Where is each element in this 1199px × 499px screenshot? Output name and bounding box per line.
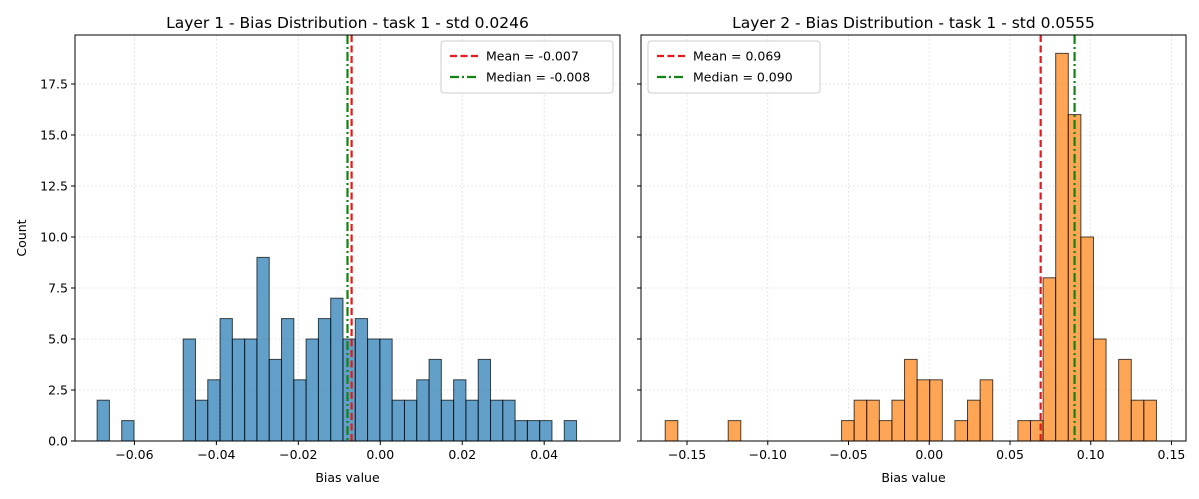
y-axis-ticks: 0.0 2.5 5.0 7.5 10.0 12.5 15.0 17.5 xyxy=(40,76,75,449)
histogram-bar xyxy=(342,338,356,442)
histogram-bar xyxy=(1118,358,1132,442)
histogram-bar xyxy=(1092,338,1107,442)
y-tick-label: 2.5 xyxy=(48,382,68,397)
chart-title: Layer 1 - Bias Distribution - task 1 - s… xyxy=(166,14,529,32)
legend-mean-label: Mean = -0.007 xyxy=(486,49,579,64)
y-axis-ticks xyxy=(637,83,641,442)
histogram-bar xyxy=(354,318,369,442)
histogram-bar xyxy=(967,399,981,442)
histogram-bar xyxy=(194,399,209,442)
histogram-bar xyxy=(207,379,221,442)
histogram-bar xyxy=(367,338,381,442)
x-tick-label: 0.04 xyxy=(530,447,558,462)
histogram-bar xyxy=(563,420,578,442)
x-tick-label: −0.10 xyxy=(749,447,787,462)
histogram-bar xyxy=(465,399,479,442)
histogram-bar xyxy=(727,420,742,442)
x-axis-label: Bias value xyxy=(315,470,380,485)
histogram-bar xyxy=(391,399,405,442)
histogram-bar xyxy=(526,420,541,442)
histogram-bar xyxy=(664,420,679,442)
histogram-bar xyxy=(1017,420,1031,442)
legend: Mean = -0.007 Median = -0.008 xyxy=(440,40,614,94)
axes-frame xyxy=(640,34,1187,442)
histogram-bar xyxy=(256,256,270,442)
histogram-bar xyxy=(231,338,246,442)
y-tick-label: 7.5 xyxy=(48,280,68,295)
histogram-bar xyxy=(268,358,283,442)
subplot-layer-2: −0.15 −0.10 −0.05 0.00 0.05 0.10 0.15 Layer 2 … xyxy=(637,14,1187,485)
legend-box xyxy=(440,40,614,94)
chart-title: Layer 2 - Bias Distribution - task 1 - s… xyxy=(732,14,1095,32)
histogram-bar xyxy=(416,379,430,442)
histogram-bar xyxy=(403,399,418,442)
x-tick-label: 0.10 xyxy=(1077,447,1105,462)
histogram-bar xyxy=(954,420,969,442)
y-tick-label: 15.0 xyxy=(40,127,68,142)
histogram-bar xyxy=(1143,399,1157,442)
x-tick-label: −0.04 xyxy=(197,447,235,462)
histogram-bar xyxy=(244,338,258,442)
histogram-bar xyxy=(916,379,931,442)
histogram-bar xyxy=(182,338,196,442)
histogram-bar xyxy=(929,379,943,442)
histogram-bar xyxy=(841,420,855,442)
x-tick-label: −0.02 xyxy=(279,447,317,462)
histogram-bar xyxy=(96,399,110,442)
x-tick-label: 0.00 xyxy=(366,447,394,462)
axes-frame xyxy=(74,34,621,442)
histogram-bar xyxy=(428,358,442,442)
histogram-bar xyxy=(979,379,994,442)
histogram-bar xyxy=(440,399,455,442)
histogram-bar xyxy=(1055,52,1069,442)
histogram-bar xyxy=(1130,399,1145,442)
histogram-bar xyxy=(539,420,553,442)
x-tick-label: 0.00 xyxy=(915,447,943,462)
histogram-bar xyxy=(1080,236,1094,442)
histogram-bar xyxy=(490,399,504,442)
histogram-bar xyxy=(121,420,135,442)
x-tick-label: −0.06 xyxy=(115,447,153,462)
y-tick-label: 10.0 xyxy=(40,229,68,244)
histogram-bar xyxy=(502,399,516,442)
x-tick-label: 0.02 xyxy=(448,447,476,462)
x-tick-label: 0.15 xyxy=(1158,447,1186,462)
x-axis-ticks: −0.15 −0.10 −0.05 0.00 0.05 0.10 0.15 xyxy=(668,441,1186,462)
histogram-bar xyxy=(853,399,868,442)
histogram-bars xyxy=(664,52,1157,442)
y-tick-label: 17.5 xyxy=(40,76,68,91)
histogram-bar xyxy=(317,318,332,442)
histogram-bar xyxy=(219,318,233,442)
histogram-bar xyxy=(1042,277,1057,442)
legend-median-label: Median = 0.090 xyxy=(693,70,793,85)
y-axis-label: Count xyxy=(14,219,29,256)
histogram-bar xyxy=(891,399,906,442)
histogram-bar xyxy=(305,338,319,442)
histogram-bar xyxy=(453,379,467,442)
x-axis-label: Bias value xyxy=(881,470,946,485)
histogram-bar xyxy=(477,358,492,442)
x-tick-label: 0.05 xyxy=(996,447,1024,462)
histogram-bar xyxy=(904,358,918,442)
y-tick-label: 5.0 xyxy=(48,331,68,346)
legend-median-label: Median = -0.008 xyxy=(486,70,590,85)
histogram-bar xyxy=(514,420,528,442)
legend-mean-label: Mean = 0.069 xyxy=(693,49,781,64)
subplot-layer-1: −0.06 −0.04 −0.02 0.00 0.02 0.04 0.0 2.5 5.0 7.5 1… xyxy=(14,14,621,485)
legend-box xyxy=(647,40,821,94)
histogram-bar xyxy=(281,318,295,442)
legend: Mean = 0.069 Median = 0.090 xyxy=(647,40,821,94)
x-tick-label: −0.15 xyxy=(668,447,706,462)
x-tick-label: −0.05 xyxy=(829,447,867,462)
x-axis-ticks: −0.06 −0.04 −0.02 0.00 0.02 0.04 xyxy=(115,441,558,462)
y-tick-label: 12.5 xyxy=(40,178,68,193)
histogram-bar xyxy=(330,297,344,442)
histogram-bars xyxy=(96,256,578,442)
histogram-bar xyxy=(878,420,893,442)
histogram-bar xyxy=(379,338,393,442)
histogram-bar xyxy=(866,399,880,442)
histogram-bar xyxy=(293,379,307,442)
y-tick-label: 0.0 xyxy=(48,434,68,449)
